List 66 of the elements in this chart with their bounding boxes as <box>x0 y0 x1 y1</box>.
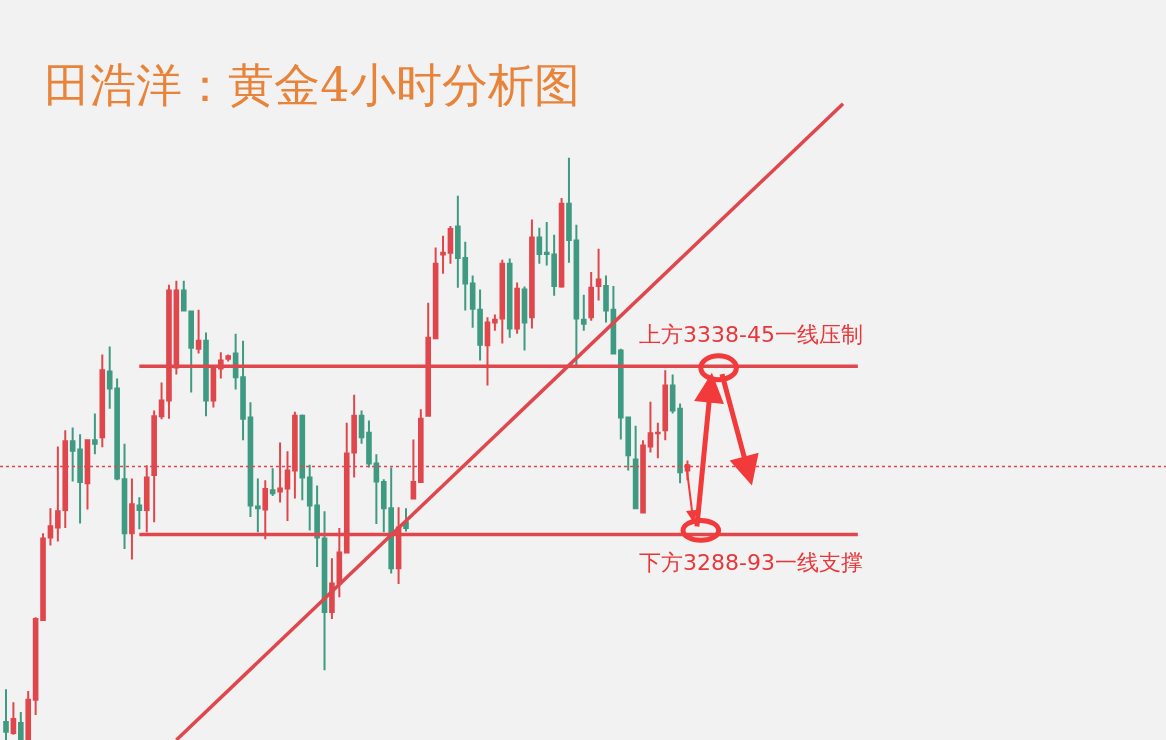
candlestick <box>129 477 135 561</box>
candlestick <box>469 274 476 329</box>
candlestick <box>69 426 76 483</box>
candlestick <box>121 442 128 551</box>
candlestick <box>595 247 602 302</box>
candlestick <box>329 557 335 620</box>
candlestick <box>669 373 676 415</box>
candlestick <box>506 257 513 339</box>
candlestick <box>655 421 661 460</box>
candlestick <box>92 412 98 456</box>
candlestick <box>373 453 380 526</box>
candlestick <box>18 711 24 740</box>
candlestick <box>158 381 165 421</box>
annotation: 下方3288-93一线支撑 <box>639 550 863 575</box>
candlestick <box>47 507 54 547</box>
candlestick <box>366 419 372 469</box>
candlestick <box>84 439 91 511</box>
candlestick <box>277 441 283 504</box>
candlestick <box>10 701 17 736</box>
candlestick <box>299 413 306 502</box>
candlestick <box>632 424 639 510</box>
chart-title: 田浩洋：黄金4小时分析图 <box>44 58 580 113</box>
candlestick <box>566 156 572 264</box>
annotation: 上方3338-45一线压制 <box>639 322 863 347</box>
candlestick <box>529 218 535 330</box>
candlestick <box>514 281 520 335</box>
candlestick <box>603 274 609 324</box>
candlestick <box>588 270 594 322</box>
candlestick <box>440 234 446 275</box>
candlestick <box>358 409 365 445</box>
candlestick <box>432 246 439 340</box>
candlestick <box>232 332 239 391</box>
candlestick <box>151 409 157 524</box>
candlestick <box>573 223 580 367</box>
candlestick <box>447 224 454 265</box>
candlestick <box>292 410 298 500</box>
candlestick <box>99 353 106 449</box>
candlestick <box>188 310 194 394</box>
candlestick <box>418 408 424 484</box>
candlestick <box>536 226 543 265</box>
candlestick <box>247 401 254 519</box>
candlestick <box>580 293 587 332</box>
candlestick <box>477 288 483 362</box>
candlestick <box>558 197 565 289</box>
candlestick <box>647 400 654 454</box>
candlestick <box>321 510 328 672</box>
candlestick <box>284 450 291 523</box>
candlestick <box>410 438 417 500</box>
candlestick <box>25 690 32 740</box>
candlestick <box>136 496 143 531</box>
candlestick <box>351 393 357 479</box>
candlestick <box>662 369 669 442</box>
candlestick <box>32 616 39 716</box>
candlestick <box>677 402 683 485</box>
candlestick <box>640 439 646 515</box>
candlestick <box>77 433 83 525</box>
candlestick <box>521 285 528 352</box>
candlestick <box>240 339 246 442</box>
candlestick <box>255 477 261 534</box>
candlestick <box>203 331 209 418</box>
candlestick <box>40 532 46 622</box>
candlestick <box>403 507 409 533</box>
candlestick <box>3 688 9 740</box>
candlestick <box>180 279 187 312</box>
candlestick <box>269 467 276 498</box>
candlestick <box>195 308 202 355</box>
